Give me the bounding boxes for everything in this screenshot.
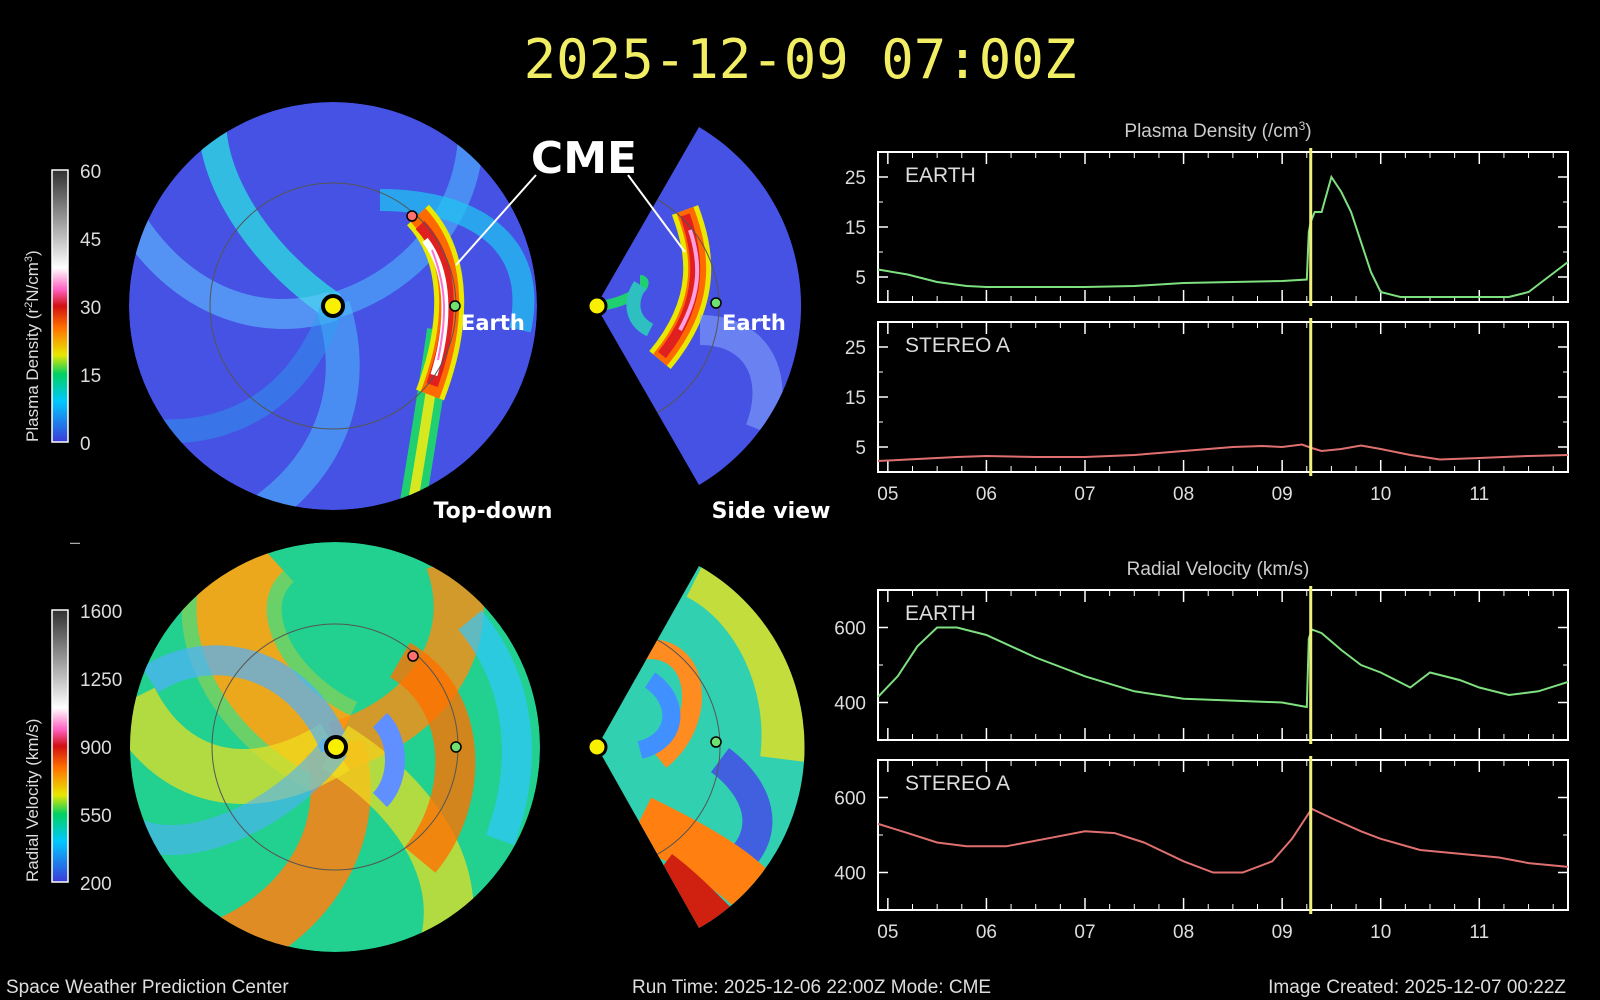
cme-pointer-side: [627, 174, 686, 253]
plot-title: Plasma Density (/cm3): [1124, 119, 1311, 142]
density-side-earth-marker: [710, 297, 722, 309]
xtick-label: 07: [1074, 922, 1095, 943]
ytick-label: 15: [845, 218, 866, 239]
velocity-stereo-marker: [407, 650, 419, 662]
density-tick-45: 45: [80, 230, 101, 251]
xtick-label: 09: [1272, 484, 1293, 505]
velocity-colorbar-label: Radial Velocity (km/s): [23, 719, 42, 882]
density-earth-marker: [449, 300, 461, 312]
series-line: [877, 626, 1569, 709]
xtick-label: 10: [1370, 922, 1391, 943]
density-colorbar: Plasma Density (r2N/cm3) 60 45 30 15 0: [23, 162, 101, 455]
ytick-label: 600: [834, 789, 866, 810]
plot-series-label: EARTH: [905, 164, 976, 187]
velocity-side-orbit: [597, 623, 721, 871]
density-tick-15: 15: [80, 366, 101, 387]
xtick-label: 08: [1173, 484, 1194, 505]
ytick-label: 15: [845, 388, 866, 409]
density-colorbar-bar: [51, 169, 69, 443]
plot-frame: [877, 151, 1569, 303]
plot-0: Plasma Density (/cm3) EARTH 25 15 5: [845, 119, 1569, 306]
plot-series-label: EARTH: [905, 602, 976, 625]
ytick-label: 600: [834, 619, 866, 640]
series-line: [877, 443, 1569, 462]
velocity-tick-900: 900: [80, 738, 112, 759]
velocity-side-sun-icon: [586, 736, 608, 758]
density-side-sun-icon: [586, 295, 608, 317]
xtick-label: 05: [877, 922, 898, 943]
series-line: [877, 807, 1569, 874]
density-stereo-marker: [406, 210, 418, 222]
plot-1: STEREO A 25 15 5 05 06 07 08 09 10 11: [845, 318, 1569, 505]
velocity-colorbar-bar: [51, 609, 69, 883]
ytick-label: 5: [855, 268, 866, 289]
time-series-plots: Plasma Density (/cm3) EARTH 25 15 5 STEREO A 2…: [834, 119, 1569, 943]
velocity-colorbar: Radial Velocity (km/s) 1600 1250 900 550…: [23, 602, 122, 895]
cme-label: CME: [531, 133, 637, 184]
plot-2: Radial Velocity (km/s) EARTH 600 400: [834, 559, 1569, 744]
density-tick-0: 0: [80, 434, 91, 455]
plot-frame: [877, 589, 1569, 741]
density-colorbar-label: Plasma Density (r2N/cm3): [23, 250, 42, 442]
cme-pointer-topdown: [455, 174, 537, 266]
xtick-label: 10: [1370, 484, 1391, 505]
velocity-sun-icon: [324, 735, 348, 759]
series-line: [877, 174, 1569, 298]
side-view-label: Side view: [712, 499, 831, 524]
earth-label-side: Earth: [722, 311, 786, 335]
xtick-label: 05: [877, 484, 898, 505]
velocity-tick-200: 200: [80, 874, 112, 895]
velocity-earth-marker: [450, 741, 462, 753]
plot-series-label: STEREO A: [905, 334, 1010, 357]
ytick-label: 25: [845, 338, 866, 359]
earth-label-topdown: Earth: [461, 311, 525, 335]
density-sun-icon: [321, 294, 345, 318]
xtick-label: 08: [1173, 922, 1194, 943]
timestamp-title: 2025-12-09 07:00Z: [524, 28, 1077, 91]
footer-created: Image Created: 2025-12-07 00:22Z: [1268, 977, 1566, 998]
ytick-label: 400: [834, 864, 866, 885]
ytick-label: 5: [855, 438, 866, 459]
velocity-tick-1250: 1250: [80, 670, 122, 691]
density-tick-30: 30: [80, 298, 101, 319]
velocity-tick-550: 550: [80, 806, 112, 827]
xtick-label: 11: [1469, 484, 1489, 505]
plot-series-label: STEREO A: [905, 772, 1010, 795]
plot-3: STEREO A 600 400 05 06 07 08 09 10 11: [834, 756, 1569, 943]
density-tick-60: 60: [80, 162, 101, 183]
xtick-label: 06: [976, 484, 997, 505]
velocity-side-earth-marker: [710, 736, 722, 748]
xtick-label: 07: [1074, 484, 1095, 505]
ytick-label: 400: [834, 694, 866, 715]
velocity-side-map: [597, 566, 805, 928]
plot-title: Radial Velocity (km/s): [1127, 559, 1310, 580]
footer-runtime: Run Time: 2025-12-06 22:00Z Mode: CME: [632, 977, 991, 998]
xtick-label: 06: [976, 922, 997, 943]
footer-org: Space Weather Prediction Center: [6, 977, 289, 998]
velocity-tick-1600: 1600: [80, 602, 122, 623]
ytick-label: 25: [845, 168, 866, 189]
xtick-label: 11: [1469, 922, 1489, 943]
top-down-label: Top-down: [434, 499, 553, 524]
xtick-label: 09: [1272, 922, 1293, 943]
minus-mark: –: [70, 532, 80, 552]
